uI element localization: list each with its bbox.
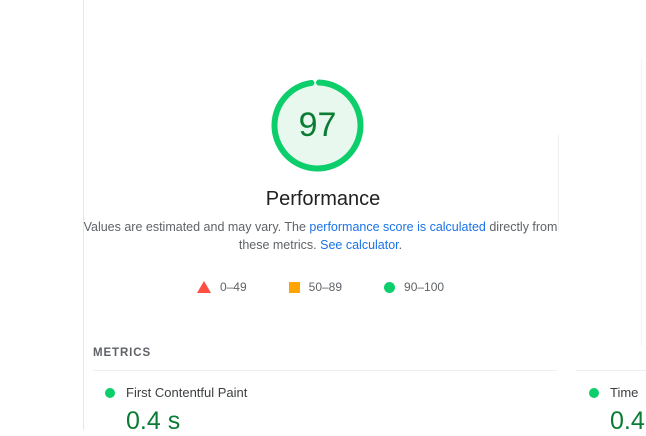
legend-item-pass: 90–100 xyxy=(384,280,444,294)
panel-right-border xyxy=(641,58,642,346)
metric-label: First Contentful Paint xyxy=(126,385,248,400)
disclaimer-text-middle: directly from these metrics. xyxy=(238,220,558,252)
legend-item-fail: 0–49 xyxy=(196,280,247,294)
circle-marker-icon xyxy=(105,387,115,398)
disclaimer-text-tail: . xyxy=(398,238,403,252)
panel-left-border xyxy=(83,0,84,430)
page-title: Performance xyxy=(265,188,381,210)
triangle-marker-icon xyxy=(196,281,211,293)
legend-label-fail: 0–49 xyxy=(219,280,247,294)
metric-label: Time xyxy=(610,385,639,400)
metrics-section-header: METRICS xyxy=(93,347,152,359)
see-calculator-link[interactable]: See calculator xyxy=(320,238,399,252)
metrics-divider-secondary xyxy=(576,370,646,371)
square-marker-icon xyxy=(288,281,300,293)
circle-marker-icon xyxy=(384,281,396,293)
metric-value: 0.4 xyxy=(610,407,645,435)
disclaimer-text-lead: Values are estimated and may vary. The xyxy=(83,220,310,234)
metric-time-to-interactive[interactable]: Time 0.4 xyxy=(589,385,645,436)
metric-value: 0.4 s xyxy=(126,407,181,435)
legend-label-average: 50–89 xyxy=(308,280,343,294)
score-disclaimer: Values are estimated and may vary. The p… xyxy=(83,218,558,254)
metric-head: First Contentful Paint xyxy=(105,385,247,400)
gauge-ring-icon xyxy=(271,79,364,172)
metric-first-contentful-paint[interactable]: First Contentful Paint 0.4 s xyxy=(105,385,247,436)
performance-score-gauge[interactable]: 97 xyxy=(270,78,365,173)
score-value: 97 xyxy=(298,106,337,144)
metric-head: Time xyxy=(589,385,645,400)
legend-label-pass: 90–100 xyxy=(404,280,445,294)
scrollbar-track[interactable] xyxy=(558,135,559,232)
score-legend: 0–49 50–89 90–100 xyxy=(83,280,558,294)
metrics-divider xyxy=(93,370,557,371)
circle-marker-icon xyxy=(589,387,599,398)
legend-item-average: 50–89 xyxy=(288,280,343,294)
performance-score-calculated-link[interactable]: performance score is calculated xyxy=(309,220,486,234)
